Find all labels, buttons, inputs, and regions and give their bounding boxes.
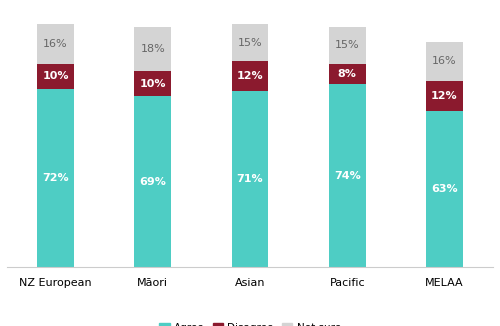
Text: 8%: 8% — [338, 69, 356, 79]
Text: 63%: 63% — [431, 184, 458, 194]
Text: 72%: 72% — [42, 173, 69, 183]
Bar — [232, 24, 268, 62]
Text: 10%: 10% — [140, 79, 166, 89]
Text: 12%: 12% — [431, 91, 458, 101]
Bar — [232, 91, 268, 267]
Text: 10%: 10% — [42, 71, 69, 82]
Bar — [329, 27, 366, 64]
Text: 15%: 15% — [335, 40, 359, 51]
Text: 12%: 12% — [236, 71, 264, 82]
Bar — [329, 64, 366, 84]
Bar — [37, 89, 74, 267]
Bar — [37, 24, 74, 64]
Bar — [134, 71, 171, 96]
Bar — [329, 84, 366, 267]
Text: 15%: 15% — [238, 38, 262, 48]
Bar — [134, 96, 171, 267]
Text: 74%: 74% — [334, 170, 360, 181]
Bar — [426, 111, 463, 267]
Text: 71%: 71% — [236, 174, 264, 184]
Text: 16%: 16% — [43, 39, 68, 49]
Bar — [426, 82, 463, 111]
Bar — [426, 42, 463, 82]
Legend: Agree, Disagree, Not sure: Agree, Disagree, Not sure — [156, 319, 344, 326]
Bar — [37, 64, 74, 89]
Text: 69%: 69% — [140, 177, 166, 187]
Text: 18%: 18% — [140, 44, 165, 54]
Bar — [232, 62, 268, 91]
Text: 16%: 16% — [432, 56, 457, 67]
Bar — [134, 27, 171, 71]
